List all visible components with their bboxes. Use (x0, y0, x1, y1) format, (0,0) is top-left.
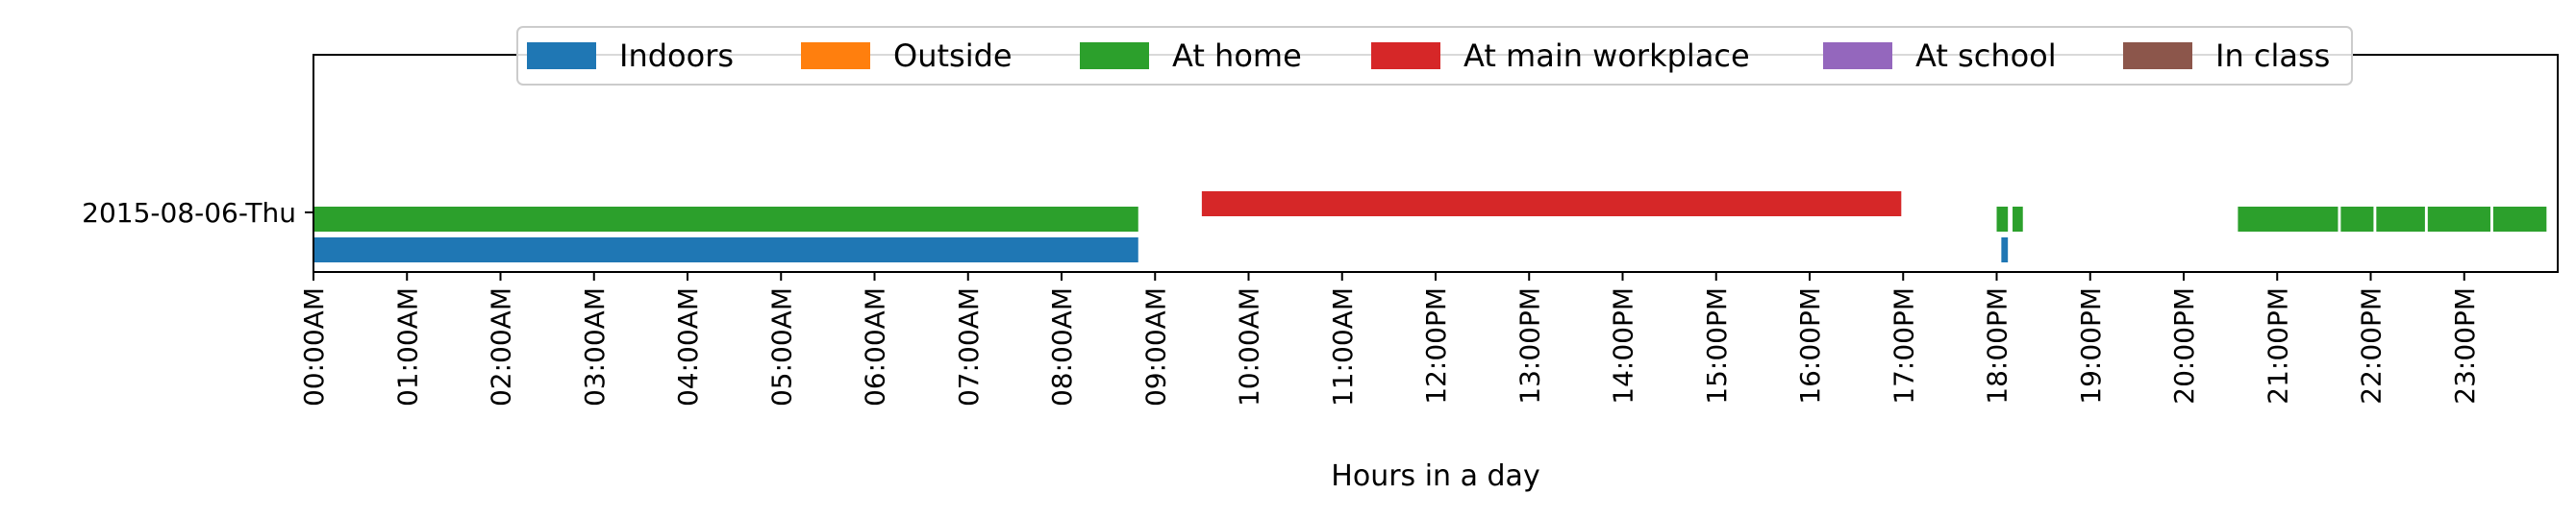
x-tick-label: 14:00PM (1608, 287, 1639, 405)
bar-at-home-3 (2238, 207, 2338, 232)
bar-indoors-1 (2001, 237, 2009, 262)
x-tick-label: 13:00PM (1513, 287, 1545, 405)
legend-label: At school (1915, 37, 2057, 74)
bar-at-home-6 (2427, 207, 2490, 232)
x-tick-label: 08:00AM (1046, 287, 1078, 407)
x-tick-label: 05:00AM (765, 287, 797, 407)
x-tick-label: 01:00AM (391, 287, 423, 407)
legend-label: Outside (893, 37, 1013, 74)
x-tick-label: 02:00AM (486, 287, 517, 407)
x-axis: 00:00AM 01:00AM 02:00AM 03:00AM 04:00AM 05:00… (298, 272, 2481, 407)
x-tick-label: 16:00PM (1794, 287, 1826, 405)
x-tick-label: 21:00PM (2262, 287, 2293, 405)
x-tick-label: 12:00PM (1420, 287, 1452, 405)
x-axis-label: Hours in a day (1331, 459, 1539, 493)
bars-layer (313, 191, 2547, 262)
x-tick-label: 18:00PM (1982, 287, 2013, 405)
legend-label: At main workplace (1463, 37, 1750, 74)
bar-at-home-2 (2013, 207, 2023, 232)
bar-at-home-1 (1996, 207, 2009, 232)
x-tick-label: 19:00PM (2075, 287, 2107, 405)
legend-swatch-outside (801, 42, 870, 69)
x-tick-label: 23:00PM (2449, 287, 2481, 405)
x-tick-label: 22:00PM (2356, 287, 2388, 405)
y-tick-label: 2015-08-06-Thu (82, 197, 296, 229)
x-tick-label: 04:00AM (672, 287, 704, 407)
bar-at-home-0 (313, 207, 1138, 232)
x-tick-label: 20:00PM (2168, 287, 2200, 405)
legend-label: At home (1172, 37, 1302, 74)
legend-swatch-at-main-workplace (1371, 42, 1440, 69)
x-tick-label: 09:00AM (1139, 287, 1171, 407)
x-tick-label: 11:00AM (1327, 287, 1359, 407)
x-tick-label: 00:00AM (298, 287, 330, 407)
legend-label: Indoors (619, 37, 734, 74)
bar-at-home-7 (2492, 207, 2547, 232)
legend-label: In class (2215, 37, 2330, 74)
legend-swatch-at-home (1080, 42, 1149, 69)
x-tick-label: 10:00AM (1234, 287, 1265, 407)
x-tick-label: 03:00AM (579, 287, 611, 407)
legend: Indoors Outside At home At main workplace At… (516, 26, 2353, 86)
x-tick-label: 15:00PM (1701, 287, 1733, 405)
y-axis: 2015-08-06-Thu (82, 197, 313, 229)
legend-swatch-indoors (527, 42, 596, 69)
bar-at-home-5 (2376, 207, 2425, 232)
bar-indoors-0 (313, 237, 1138, 262)
bar-at-main-workplace-0 (1201, 191, 1902, 216)
x-tick-label: 07:00AM (953, 287, 985, 407)
x-tick-label: 17:00PM (1888, 287, 1919, 405)
legend-swatch-at-school (1823, 42, 1892, 69)
bar-at-home-4 (2340, 207, 2374, 232)
x-tick-label: 06:00AM (860, 287, 891, 407)
legend-swatch-in-class (2123, 42, 2192, 69)
